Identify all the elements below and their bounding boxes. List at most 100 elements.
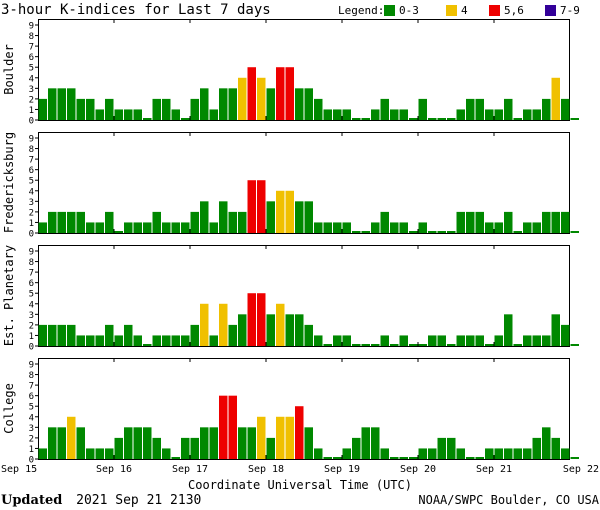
k-index-bar xyxy=(561,324,570,346)
chart-title: 3-hour K-indices for Last 7 days xyxy=(1,2,271,18)
k-index-bar xyxy=(304,324,313,346)
k-index-bar xyxy=(390,344,399,346)
k-index-bar xyxy=(57,324,66,346)
k-index-bar xyxy=(323,109,332,120)
y-tick-label: 5 xyxy=(29,64,34,74)
k-index-bar xyxy=(466,211,475,233)
k-index-bar xyxy=(86,335,95,346)
k-index-bar xyxy=(532,335,541,346)
k-index-bar xyxy=(257,77,266,120)
y-tick-label: 3 xyxy=(29,311,34,321)
k-index-bar xyxy=(551,211,560,233)
k-index-bar xyxy=(171,109,180,120)
y-tick-label: 4 xyxy=(29,300,34,310)
y-tick-label: 4 xyxy=(29,74,34,84)
panel-station-label: Est. Planetary xyxy=(2,245,16,346)
k-index-bar xyxy=(48,211,57,233)
k-index-bar xyxy=(475,457,484,459)
k-index-bar xyxy=(181,222,190,233)
k-index-bar xyxy=(409,344,418,346)
legend-swatch xyxy=(384,5,395,16)
y-tick-label: 4 xyxy=(29,413,34,423)
k-index-bar xyxy=(238,211,247,233)
k-index-bar xyxy=(399,457,408,459)
k-index-bar xyxy=(124,427,133,459)
legend-title: Legend: xyxy=(338,4,384,17)
k-index-bar xyxy=(76,98,85,120)
k-index-bar xyxy=(456,109,465,120)
k-index-bar xyxy=(542,427,551,459)
k-index-bar xyxy=(48,427,57,459)
k-index-bar xyxy=(437,231,446,233)
k-index-bar xyxy=(38,448,47,459)
y-tick-label: 6 xyxy=(29,392,34,402)
k-index-bar xyxy=(485,448,494,459)
k-index-bar xyxy=(466,335,475,346)
x-tick-label: Sep 19 xyxy=(324,464,360,475)
y-tick-label: 5 xyxy=(29,403,34,413)
k-index-bar xyxy=(114,231,123,233)
k-index-bar xyxy=(361,344,370,346)
x-tick-label: Sep 16 xyxy=(96,464,132,475)
k-index-bar xyxy=(418,98,427,120)
k-index-bar xyxy=(105,98,114,120)
k-index-bar xyxy=(181,437,190,459)
k-index-bar xyxy=(466,457,475,459)
k-index-bar xyxy=(200,427,209,459)
k-index-bar xyxy=(333,335,342,346)
k-index-bar xyxy=(124,109,133,120)
k-index-bar xyxy=(418,222,427,233)
k-index-bar xyxy=(447,231,456,233)
k-index-bar xyxy=(200,303,209,346)
k-index-bar xyxy=(371,344,380,346)
k-index-bar xyxy=(333,222,342,233)
k-index-bar xyxy=(257,293,266,346)
k-index-bar xyxy=(399,222,408,233)
k-index-bar xyxy=(266,437,275,459)
k-index-bar xyxy=(152,335,161,346)
k-index-bar xyxy=(171,222,180,233)
k-index-bar xyxy=(532,109,541,120)
k-index-bar xyxy=(428,335,437,346)
y-tick-label: 7 xyxy=(29,43,34,53)
y-tick-label: 2 xyxy=(29,321,34,331)
k-index-bar xyxy=(295,88,304,120)
k-index-bar xyxy=(494,448,503,459)
x-tick-label: Sep 21 xyxy=(476,464,512,475)
k-index-bar xyxy=(228,395,237,459)
k-index-bar xyxy=(162,335,171,346)
y-tick-label: 5 xyxy=(29,177,34,187)
k-index-bar xyxy=(86,222,95,233)
y-tick-label: 3 xyxy=(29,85,34,95)
k-index-bar xyxy=(48,88,57,120)
k-index-bar xyxy=(323,222,332,233)
k-index-bar xyxy=(380,448,389,459)
k-index-bar xyxy=(390,457,399,459)
k-index-bar xyxy=(475,335,484,346)
k-index-bar xyxy=(380,211,389,233)
k-index-bar xyxy=(456,448,465,459)
k-index-bar xyxy=(314,448,323,459)
k-index-bar xyxy=(333,109,342,120)
k-index-bar xyxy=(209,427,218,459)
k-index-bar xyxy=(485,344,494,346)
k-index-bar xyxy=(219,88,228,120)
x-tick-label: Sep 17 xyxy=(172,464,208,475)
k-index-bar xyxy=(447,437,456,459)
k-index-bar xyxy=(95,109,104,120)
k-index-bar xyxy=(295,201,304,233)
k-index-bar xyxy=(352,344,361,346)
k-index-bar xyxy=(437,335,446,346)
k-index-bar xyxy=(276,190,285,233)
k-index-bar xyxy=(38,222,47,233)
k-index-bar xyxy=(542,211,551,233)
k-index-bar xyxy=(152,437,161,459)
k-index-bar xyxy=(162,448,171,459)
k-index-bar xyxy=(304,427,313,459)
k-index-bar xyxy=(361,118,370,120)
panel-frame xyxy=(38,245,570,347)
k-index-bar xyxy=(475,98,484,120)
k-index-bar xyxy=(314,335,323,346)
k-index-bar xyxy=(171,335,180,346)
k-index-bar xyxy=(304,201,313,233)
